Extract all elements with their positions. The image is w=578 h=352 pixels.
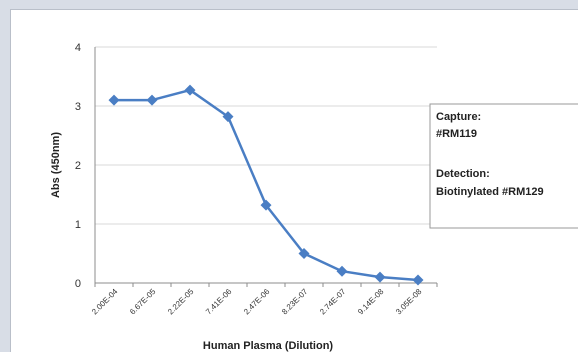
x-axis-title: Human Plasma (Dilution) <box>203 340 334 352</box>
y-tick-label: 3 <box>75 101 81 113</box>
gridlines <box>95 46 437 225</box>
x-tick-label: 2.74E-07 <box>318 287 348 317</box>
y-tick-label: 1 <box>75 219 81 231</box>
axes <box>94 47 438 287</box>
legend-line-4: Detection: <box>436 168 490 180</box>
data-point <box>108 94 120 106</box>
x-tick-label: 2.47E-06 <box>242 287 272 317</box>
x-tick-label: 9.14E-08 <box>356 287 386 317</box>
x-tick-label: 3.05E-08 <box>394 287 424 317</box>
data-point <box>374 271 386 283</box>
data-point <box>336 265 348 277</box>
x-tick-label: 2.22E-05 <box>166 287 196 317</box>
data-point <box>260 199 272 211</box>
series-line <box>114 88 419 282</box>
legend: Capture: #RM119 Detection: Biotinylated … <box>429 103 578 229</box>
x-tick-label: 2.00E-04 <box>90 287 120 317</box>
x-tick-labels: 2.00E-04 6.67E-05 2.22E-05 7.41E-06 2.47E-06… <box>90 287 424 317</box>
y-tick-label: 0 <box>75 278 81 290</box>
legend-box <box>429 103 578 229</box>
y-tick-label: 4 <box>75 42 81 54</box>
data-point <box>146 94 158 106</box>
legend-line-5: Biotinylated #RM129 <box>436 186 544 198</box>
data-point <box>222 111 234 123</box>
x-tick-label: 6.67E-05 <box>128 287 158 317</box>
x-tick-label: 8.23E-07 <box>280 287 310 317</box>
y-tick-labels: 0 1 2 3 4 <box>75 42 81 290</box>
data-point <box>184 84 196 96</box>
series-group <box>108 84 424 286</box>
y-tick-label: 2 <box>75 160 81 172</box>
legend-line-2: #RM119 <box>436 128 477 140</box>
data-point <box>412 274 424 286</box>
x-tick-label: 7.41E-06 <box>204 287 234 317</box>
legend-line-1: Capture: <box>436 111 481 123</box>
y-axis-title: Abs (450nm) <box>50 132 62 198</box>
data-point <box>298 248 310 259</box>
